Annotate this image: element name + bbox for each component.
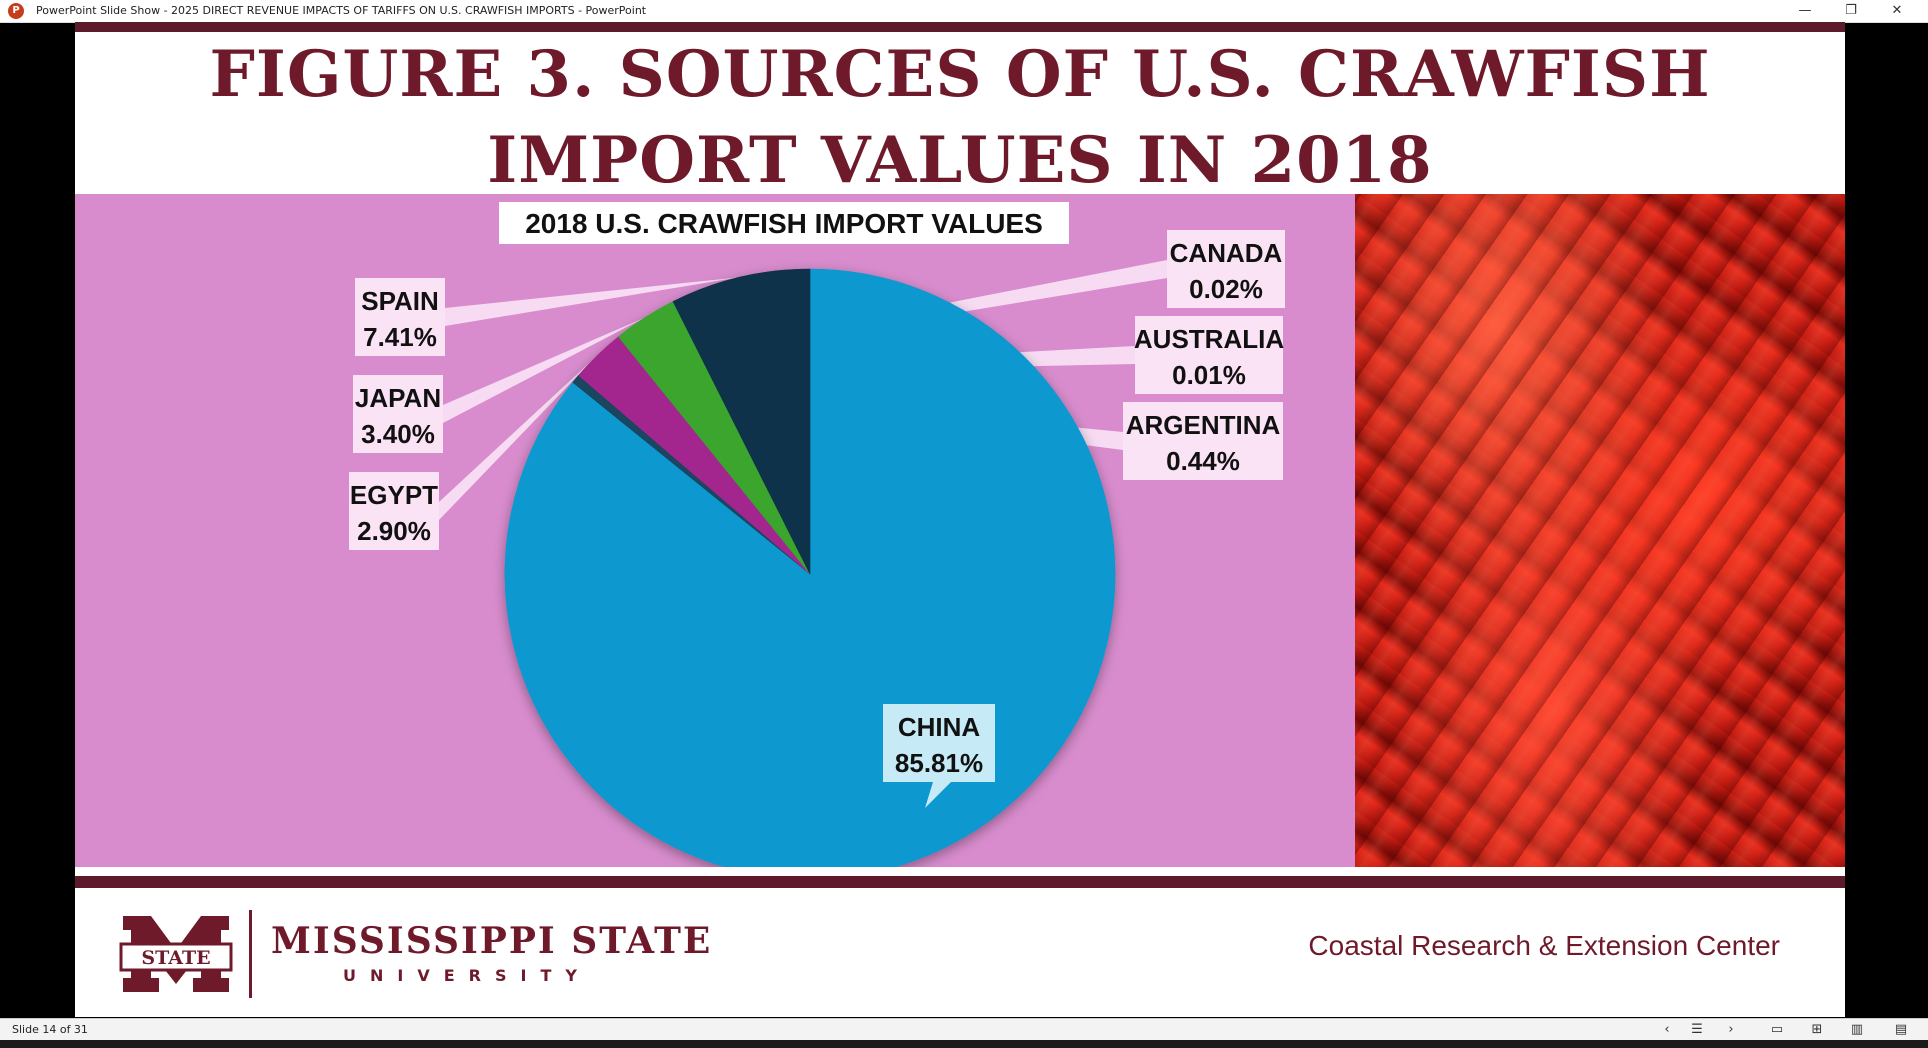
data-label-name-egypt: EGYPT [350, 480, 438, 510]
top-band [75, 22, 1845, 32]
taskbar-strip [0, 1040, 1928, 1048]
next-slide-icon[interactable]: › [1728, 1022, 1734, 1037]
extension-center-name: Coastal Research & Extension Center [1308, 930, 1780, 961]
data-label-value-argentina: 0.44% [1166, 446, 1240, 476]
chart-title-box [499, 202, 1069, 244]
label-box-egypt [349, 472, 439, 550]
label-box-australia [1135, 316, 1283, 394]
data-label-name-canada: CANADA [1170, 238, 1283, 268]
label-box-argentina [1123, 402, 1283, 480]
msu-logo-text: STATE [141, 947, 210, 969]
label-box-china [883, 704, 995, 782]
slideshow-view-icon[interactable]: ▤ [1894, 1022, 1908, 1037]
powerpoint-app-icon: P [8, 3, 24, 19]
normal-view-icon[interactable]: ▭ [1770, 1022, 1784, 1037]
data-label-name-australia: AUSTRALIA [1134, 324, 1284, 354]
data-label-value-australia: 0.01% [1172, 360, 1246, 390]
slide-canvas: FIGURE 3. SOURCES OF U.S. CRAWFISH IMPOR… [75, 22, 1845, 1017]
callout-tail-china [925, 782, 951, 808]
previous-slide-icon[interactable]: ‹ [1664, 1022, 1670, 1037]
data-label-value-japan: 3.40% [361, 419, 435, 449]
slide-sorter-icon[interactable]: ⊞ [1811, 1022, 1823, 1037]
window-title: PowerPoint Slide Show - 2025 DIRECT REVE… [36, 4, 647, 17]
chart-title: 2018 U.S. CRAWFISH IMPORT VALUES [525, 208, 1043, 239]
data-label-name-china: CHINA [898, 712, 981, 742]
minimize-button[interactable]: — [1798, 3, 1812, 18]
pie-slice-spain [672, 268, 811, 575]
crawfish-photo [1355, 194, 1845, 867]
status-bar: Slide 14 of 31 ‹ ☰ › ▭ ⊞ ▥ ▤ [0, 1018, 1928, 1041]
reading-view-icon[interactable]: ▥ [1850, 1022, 1864, 1037]
bottom-band [75, 876, 1845, 888]
label-box-spain [355, 278, 445, 356]
msu-logo-icon: STATE [119, 916, 233, 992]
data-label-name-spain: SPAIN [361, 286, 439, 316]
data-label-value-canada: 0.02% [1189, 274, 1263, 304]
close-button[interactable]: ✕ [1891, 3, 1903, 18]
pie-chart: 2018 U.S. CRAWFISH IMPORT VALUES CHINA 85… [349, 202, 1285, 867]
restore-button[interactable]: ❐ [1845, 3, 1857, 18]
data-label-value-egypt: 2.90% [357, 516, 431, 546]
leader-line-egypt [439, 355, 598, 520]
pie-chart-panel: 2018 U.S. CRAWFISH IMPORT VALUES CHINA 85… [75, 194, 1357, 867]
slide-menu-icon[interactable]: ☰ [1691, 1022, 1703, 1037]
logo-divider [249, 910, 252, 998]
university-subtitle: UNIVERSITY [343, 966, 591, 985]
slide-title-line-1: FIGURE 3. SOURCES OF U.S. CRAWFISH [209, 37, 1711, 112]
slide-counter: Slide 14 of 31 [12, 1023, 88, 1036]
data-label-name-japan: JAPAN [355, 383, 441, 413]
data-label-name-argentina: ARGENTINA [1126, 410, 1281, 440]
window-title-bar: P PowerPoint Slide Show - 2025 DIRECT RE… [0, 0, 1928, 23]
data-label-value-china: 85.81% [895, 748, 983, 778]
university-name: MISSISSIPPI STATE [271, 920, 713, 962]
label-box-canada [1167, 230, 1285, 308]
slide-title-line-2: IMPORT VALUES IN 2018 [487, 123, 1433, 198]
slide-title: FIGURE 3. SOURCES OF U.S. CRAWFISH IMPOR… [75, 32, 1845, 204]
data-label-value-spain: 7.41% [363, 322, 437, 352]
photo-texture [1355, 194, 1845, 867]
label-box-japan [353, 375, 443, 453]
